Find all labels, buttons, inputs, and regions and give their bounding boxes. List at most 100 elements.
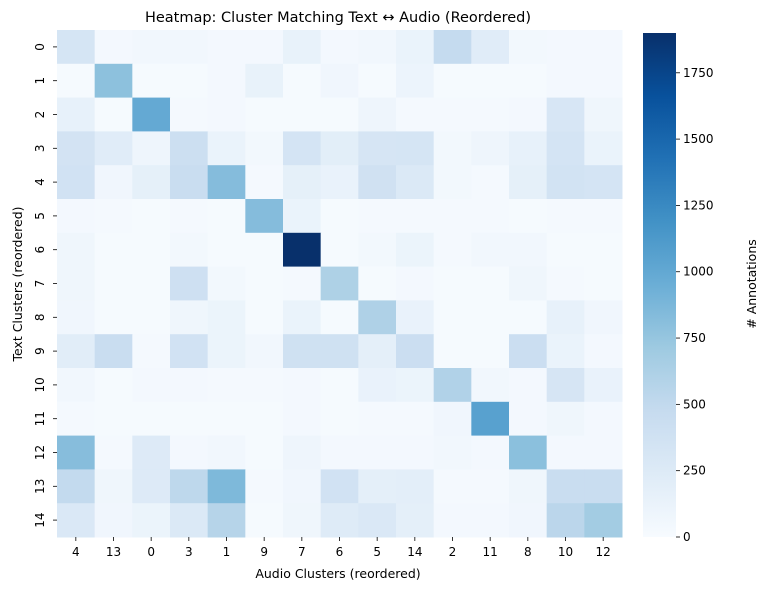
heatmap-cell xyxy=(433,30,472,65)
heatmap-cell xyxy=(509,63,548,99)
x-axis-ticks: 4 13 0 3 1 9 7 6 5 14 2 11 8 10 12 xyxy=(72,537,611,559)
x-axis-label: Audio Clusters (reordered) xyxy=(255,566,420,581)
heatmap-cell xyxy=(471,30,510,65)
heatmap-cell xyxy=(94,30,133,65)
heatmap-cell xyxy=(396,131,435,166)
heatmap-cell xyxy=(57,63,96,99)
heatmap-cell xyxy=(170,503,209,538)
colorbar-tick-label: 750 xyxy=(683,331,706,345)
heatmap-cell xyxy=(509,503,548,538)
heatmap-cell xyxy=(396,401,435,437)
heatmap-cell xyxy=(546,97,585,132)
heatmap-cell xyxy=(471,469,510,504)
heatmap-cell xyxy=(584,63,623,99)
heatmap-cell xyxy=(509,165,548,200)
heatmap-cell xyxy=(170,368,209,403)
heatmap-cell xyxy=(433,199,472,234)
heatmap-cell xyxy=(283,300,322,335)
heatmap-cell xyxy=(471,165,510,200)
heatmap-cell xyxy=(320,266,359,301)
heatmap-cell xyxy=(396,63,435,99)
heatmap-cell xyxy=(546,30,585,65)
heatmap-cell xyxy=(320,435,359,470)
heatmap-cell xyxy=(433,334,472,369)
heatmap-cell xyxy=(433,368,472,403)
heatmap-cell xyxy=(396,334,435,369)
heatmap-cell xyxy=(546,131,585,166)
y-tick-label: 10 xyxy=(33,377,47,392)
heatmap-cell xyxy=(320,165,359,200)
heatmap-cell xyxy=(132,199,171,234)
y-axis-label: Text Clusters (reordered) xyxy=(10,206,25,362)
colorbar-tick-label: 1250 xyxy=(683,198,714,212)
heatmap-cell xyxy=(509,300,548,335)
heatmap-cell xyxy=(207,63,246,99)
heatmap-cell xyxy=(584,503,623,538)
heatmap-cell xyxy=(207,300,246,335)
heatmap-cell xyxy=(245,199,284,234)
heatmap-cell xyxy=(170,401,209,437)
heatmap-cell xyxy=(57,266,96,301)
heatmap-cell xyxy=(320,63,359,99)
heatmap-cell xyxy=(245,266,284,301)
heatmap-cell xyxy=(245,435,284,470)
heatmap-cell xyxy=(433,266,472,301)
heatmap-cell xyxy=(471,232,510,268)
heatmap-cell xyxy=(132,503,171,538)
heatmap-cell xyxy=(57,368,96,403)
heatmap-cell xyxy=(320,199,359,234)
heatmap-cell xyxy=(207,199,246,234)
heatmap-cell xyxy=(57,97,96,132)
heatmap-cell xyxy=(546,63,585,99)
heatmap-cell xyxy=(546,199,585,234)
colorbar-tick-label: 250 xyxy=(683,464,706,478)
heatmap-cell xyxy=(245,503,284,538)
heatmap-cell xyxy=(471,97,510,132)
heatmap-cell xyxy=(170,334,209,369)
heatmap-cell xyxy=(207,165,246,200)
heatmap-cell xyxy=(396,503,435,538)
heatmap-cell xyxy=(509,266,548,301)
heatmap-cell xyxy=(509,469,548,504)
heatmap-cell xyxy=(132,435,171,470)
heatmap-cell xyxy=(471,266,510,301)
heatmap-cell xyxy=(132,30,171,65)
heatmap-cell xyxy=(396,232,435,268)
heatmap-cell xyxy=(396,300,435,335)
heatmap-cell xyxy=(132,368,171,403)
heatmap-cell xyxy=(283,469,322,504)
heatmap-cell xyxy=(94,232,133,268)
heatmap-cell xyxy=(358,469,397,504)
heatmap-cell xyxy=(396,368,435,403)
heatmap-cell xyxy=(471,368,510,403)
heatmap-cell xyxy=(509,97,548,132)
heatmap-cell xyxy=(132,63,171,99)
heatmap-cell xyxy=(57,131,96,166)
heatmap-cell xyxy=(94,131,133,166)
heatmap-cell xyxy=(283,435,322,470)
heatmap-cell xyxy=(546,266,585,301)
heatmap-cell xyxy=(358,503,397,538)
heatmap-cells xyxy=(57,30,623,538)
y-tick-label: 14 xyxy=(33,512,47,527)
heatmap-cell xyxy=(207,334,246,369)
heatmap-cell xyxy=(283,266,322,301)
y-tick-label: 7 xyxy=(33,280,47,288)
heatmap-cell xyxy=(433,97,472,132)
heatmap-cell xyxy=(320,97,359,132)
heatmap-cell xyxy=(546,503,585,538)
heatmap-cell xyxy=(57,503,96,538)
heatmap-cell xyxy=(358,300,397,335)
heatmap-cell xyxy=(433,469,472,504)
heatmap-cell xyxy=(283,503,322,538)
heatmap-cell xyxy=(396,266,435,301)
heatmap-cell xyxy=(170,469,209,504)
heatmap-cell xyxy=(358,165,397,200)
heatmap-cell xyxy=(509,435,548,470)
heatmap-cell xyxy=(471,401,510,437)
heatmap-cell xyxy=(320,469,359,504)
heatmap-cell xyxy=(170,165,209,200)
heatmap-cell xyxy=(320,131,359,166)
heatmap-cell xyxy=(546,469,585,504)
